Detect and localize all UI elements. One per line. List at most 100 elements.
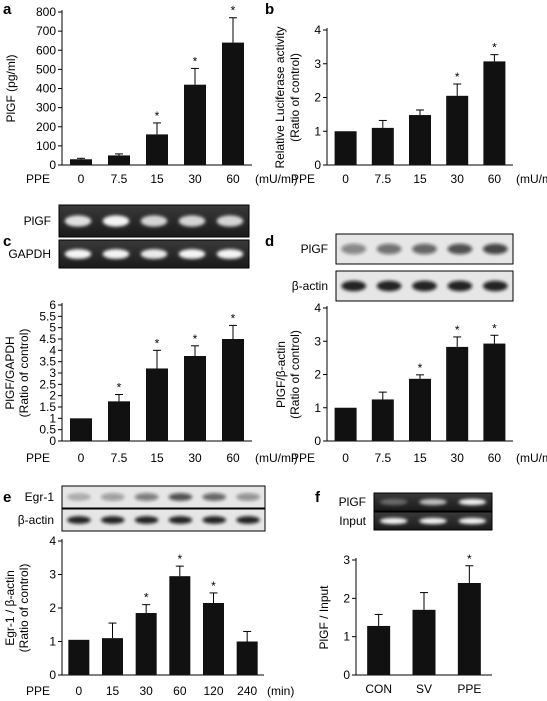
y-tick-label: 4 [49, 534, 56, 548]
blot-row-label: GAPDH [8, 247, 51, 261]
x-axis-unit-label: (min) [267, 684, 294, 698]
x-tick-label: 60 [173, 684, 187, 698]
x-axis-unit-label: (mU/ml) [255, 451, 298, 465]
y-tick-label: 1 [49, 635, 56, 649]
bar [446, 346, 469, 441]
x-tick-label: 7.5 [111, 172, 128, 186]
band [458, 517, 487, 525]
significance-mark: * [193, 54, 198, 68]
band [341, 280, 367, 292]
y-tick-label: 0 [314, 158, 321, 172]
chart-a: 0 100 200 300 400 500 600 700 800 PlGF (pg/ml) 0 7.… [4, 4, 298, 186]
y-tick-label: 2.5 [39, 377, 56, 391]
panel-letter-a: a [3, 1, 12, 18]
x-tick-label: CON [365, 682, 392, 696]
x-tick-label: 15 [413, 451, 427, 465]
band [216, 215, 244, 227]
y-tick-label: 0 [49, 668, 56, 682]
y-tick-label: 5 [49, 321, 56, 335]
y-tick-label: 4 [314, 301, 321, 315]
x-tick-label: 0 [342, 172, 349, 186]
band [376, 280, 402, 292]
x-axis-prefix-label: PPE [291, 451, 315, 465]
bar [371, 127, 394, 165]
significance-mark: * [455, 70, 460, 84]
band [140, 215, 168, 227]
blot-d: PlGF β-actin [292, 233, 514, 302]
band [447, 280, 473, 292]
y-tick-label: 500 [36, 62, 56, 76]
bar [483, 61, 506, 166]
panel-letter-b: b [265, 1, 274, 18]
y-tick-label: 4.5 [39, 332, 56, 346]
panel-letter-c: c [3, 233, 11, 250]
blot-row-label: Egr-1 [25, 490, 55, 504]
band [379, 517, 408, 525]
band [64, 215, 92, 227]
chart-b: 0 1 2 3 4 Relative Luciferase activity (Ratio … [273, 23, 547, 186]
y-tick-label: 0.5 [39, 423, 56, 437]
y-tick-label: 400 [36, 82, 56, 96]
x-tick-label: SV [416, 682, 432, 696]
bar [146, 134, 168, 165]
blot-row-label: PlGF [24, 214, 51, 228]
blot-strip [61, 508, 266, 532]
y-tick-label: 2 [343, 591, 350, 605]
x-tick-label: 15 [150, 451, 164, 465]
x-tick-label: 15 [413, 172, 427, 186]
x-tick-label: 7.5 [374, 451, 391, 465]
x-tick-label: 0 [78, 172, 85, 186]
y-tick-label: 3 [49, 366, 56, 380]
bar [222, 42, 244, 165]
x-axis-unit-label: (mU/ml) [516, 451, 547, 465]
y-axis-label-secondary: (Ratio of control) [17, 329, 31, 418]
blot-row-label: PlGF [339, 495, 366, 509]
significance-mark: * [211, 579, 216, 593]
band [100, 493, 125, 501]
x-tick-label: 30 [188, 172, 202, 186]
panel-letter-f: f [315, 489, 321, 506]
y-tick-label: 1 [314, 401, 321, 415]
significance-mark: * [193, 332, 198, 346]
band [134, 493, 159, 501]
band [376, 243, 402, 255]
bar [184, 356, 206, 441]
bar [70, 159, 92, 165]
bar [203, 602, 224, 675]
x-axis-prefix-label: PPE [26, 451, 50, 465]
y-tick-label: 4 [49, 343, 56, 357]
band [67, 493, 91, 501]
y-tick-label: 2 [49, 601, 56, 615]
band [202, 516, 227, 524]
y-axis-label: Relative Luciferase activity [273, 26, 287, 168]
bar [334, 131, 357, 165]
y-axis-label-secondary: (Ratio of control) [288, 330, 302, 419]
y-tick-label: 3.5 [39, 355, 56, 369]
significance-mark: * [231, 4, 236, 18]
y-tick-label: 4 [314, 23, 321, 37]
x-tick-label: 0 [78, 451, 85, 465]
blot-strip [61, 485, 266, 509]
band [419, 517, 447, 525]
bar [68, 639, 90, 675]
bar [135, 613, 157, 675]
x-tick-label: 7.5 [111, 451, 128, 465]
blot-f: PlGF Input [339, 492, 493, 531]
panel-letter-d: d [265, 233, 274, 250]
band [178, 249, 206, 259]
y-tick-label: 3 [314, 57, 321, 71]
y-axis-label: Egr-1 / β-actin [3, 570, 17, 646]
y-tick-label: 100 [36, 139, 56, 153]
x-axis-unit-label: (mU/ml) [516, 172, 547, 186]
significance-mark: * [144, 591, 149, 605]
band [168, 516, 193, 524]
x-tick-label: PPE [457, 682, 481, 696]
x-axis-prefix-label: PPE [291, 172, 315, 186]
y-tick-label: 6 [49, 298, 56, 312]
significance-mark: * [467, 552, 472, 566]
bar [236, 641, 258, 675]
y-tick-label: 1 [49, 411, 56, 425]
band [100, 516, 125, 524]
